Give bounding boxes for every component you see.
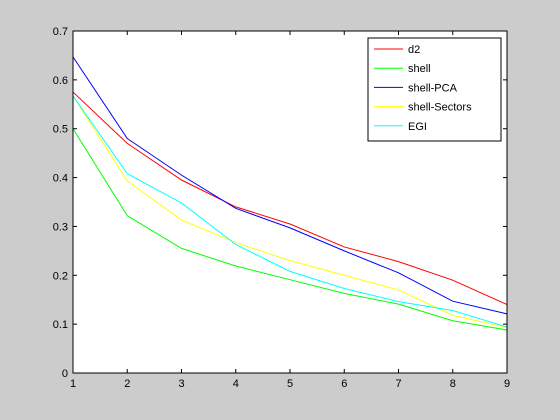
x-tick-label: 6 [341,378,347,390]
x-tick-label: 2 [124,378,130,390]
series-line-shell [72,128,508,331]
legend-label: shell-Sectors [408,102,472,114]
y-tick-label: 0.3 [53,221,68,233]
y-tick-label: 0.7 [53,26,68,38]
series-line-shell-pca [72,56,508,315]
y-tick-label: 0.4 [53,173,68,185]
y-tick-label: 0.1 [53,319,68,331]
series-line-egi [72,95,508,328]
series-line-d2 [72,91,508,306]
legend-label: shell-PCA [408,82,458,94]
y-tick-label: 0.2 [53,270,68,282]
x-tick-label: 9 [504,378,510,390]
x-tick-label: 4 [233,378,239,390]
y-tick-label: 0.5 [53,124,68,136]
series-line-shell-sectors [72,95,508,329]
legend-label: EGI [408,121,427,133]
y-tick-label: 0.6 [53,75,68,87]
x-tick-label: 1 [70,378,76,390]
legend-box [367,37,502,142]
legend-label: d2 [408,44,420,56]
y-tick-label: 0 [62,368,68,380]
x-tick-label: 8 [450,378,456,390]
x-tick-label: 7 [395,378,401,390]
x-tick-label: 5 [287,378,293,390]
x-tick-label: 3 [178,378,184,390]
legend-label: shell [408,63,431,75]
